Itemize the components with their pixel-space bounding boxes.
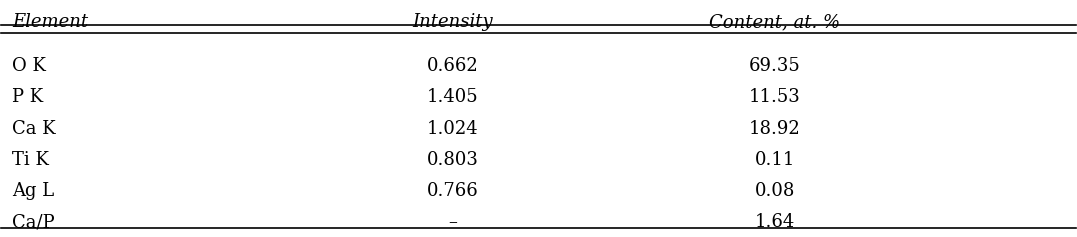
Text: 18.92: 18.92 — [749, 120, 800, 137]
Text: Ca/P: Ca/P — [12, 214, 55, 231]
Text: Element: Element — [12, 13, 88, 31]
Text: 69.35: 69.35 — [749, 57, 800, 75]
Text: 0.08: 0.08 — [755, 182, 795, 200]
Text: O K: O K — [12, 57, 46, 75]
Text: 1.024: 1.024 — [426, 120, 478, 137]
Text: Ti K: Ti K — [12, 151, 50, 169]
Text: 1.64: 1.64 — [755, 214, 795, 231]
Text: 1.405: 1.405 — [426, 88, 478, 106]
Text: Ca K: Ca K — [12, 120, 56, 137]
Text: –: – — [448, 214, 457, 231]
Text: Intensity: Intensity — [412, 13, 493, 31]
Text: P K: P K — [12, 88, 43, 106]
Text: Ag L: Ag L — [12, 182, 54, 200]
Text: 0.662: 0.662 — [426, 57, 478, 75]
Text: 11.53: 11.53 — [749, 88, 800, 106]
Text: Content, at. %: Content, at. % — [710, 13, 840, 31]
Text: 0.11: 0.11 — [755, 151, 795, 169]
Text: 0.803: 0.803 — [426, 151, 478, 169]
Text: 0.766: 0.766 — [426, 182, 478, 200]
